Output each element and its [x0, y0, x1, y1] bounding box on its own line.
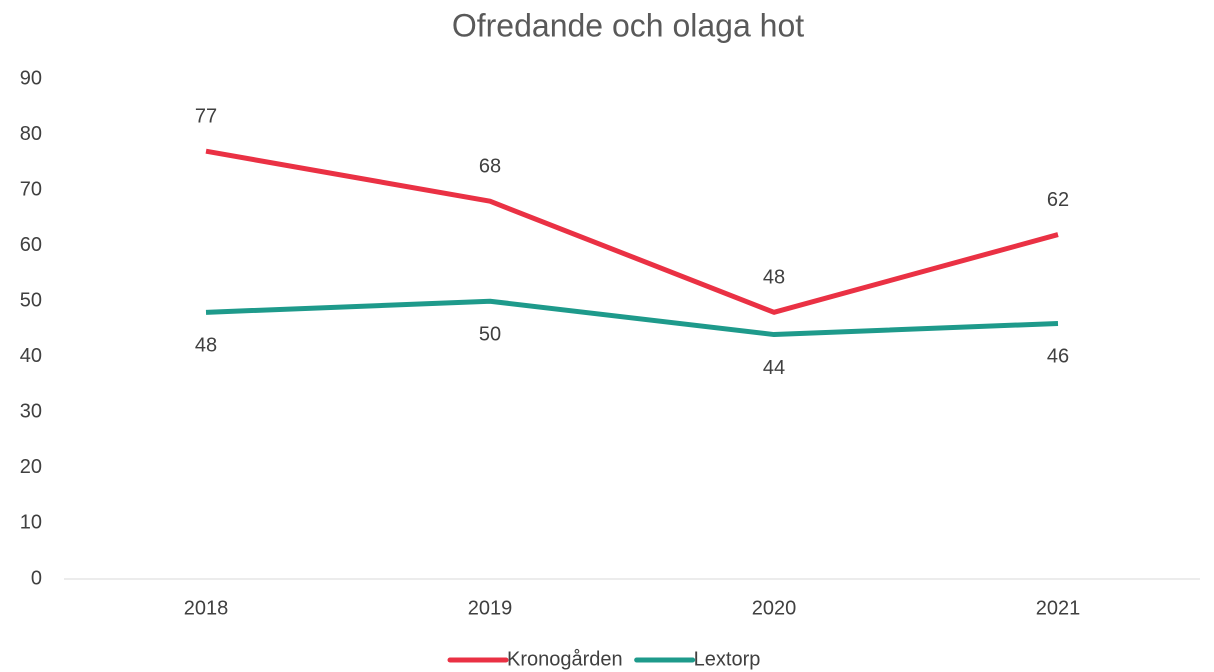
y-tick-label: 80 — [20, 123, 42, 145]
series-line — [205, 148, 1059, 315]
y-tick-label: 40 — [20, 345, 42, 367]
x-tick-label: 2018 — [184, 597, 229, 619]
data-label: 50 — [479, 324, 501, 346]
legend-label: Kronogården — [507, 648, 623, 670]
data-label: 46 — [1047, 346, 1069, 368]
legend-label: Lextorp — [694, 648, 761, 670]
x-tick-label: 2019 — [468, 597, 513, 619]
x-tick-label: 2021 — [1036, 597, 1081, 619]
y-tick-label: 0 — [31, 567, 42, 589]
y-tick-label: 60 — [20, 234, 42, 256]
y-tick-label: 10 — [20, 512, 42, 534]
data-label: 77 — [195, 106, 217, 128]
y-tick-label: 70 — [20, 178, 42, 200]
x-tick-label: 2020 — [752, 597, 797, 619]
y-tick-label: 90 — [20, 67, 42, 89]
data-label: 62 — [1047, 189, 1069, 211]
series-line — [205, 298, 1059, 338]
y-tick-label: 30 — [20, 401, 42, 423]
chart-title: Ofredande och olaga hot — [452, 7, 804, 43]
y-tick-label: 50 — [20, 290, 42, 312]
data-label: 48 — [763, 267, 785, 289]
y-tick-label: 20 — [20, 456, 42, 478]
data-label: 68 — [479, 156, 501, 178]
data-label: 48 — [195, 335, 217, 357]
data-label: 44 — [763, 357, 785, 379]
